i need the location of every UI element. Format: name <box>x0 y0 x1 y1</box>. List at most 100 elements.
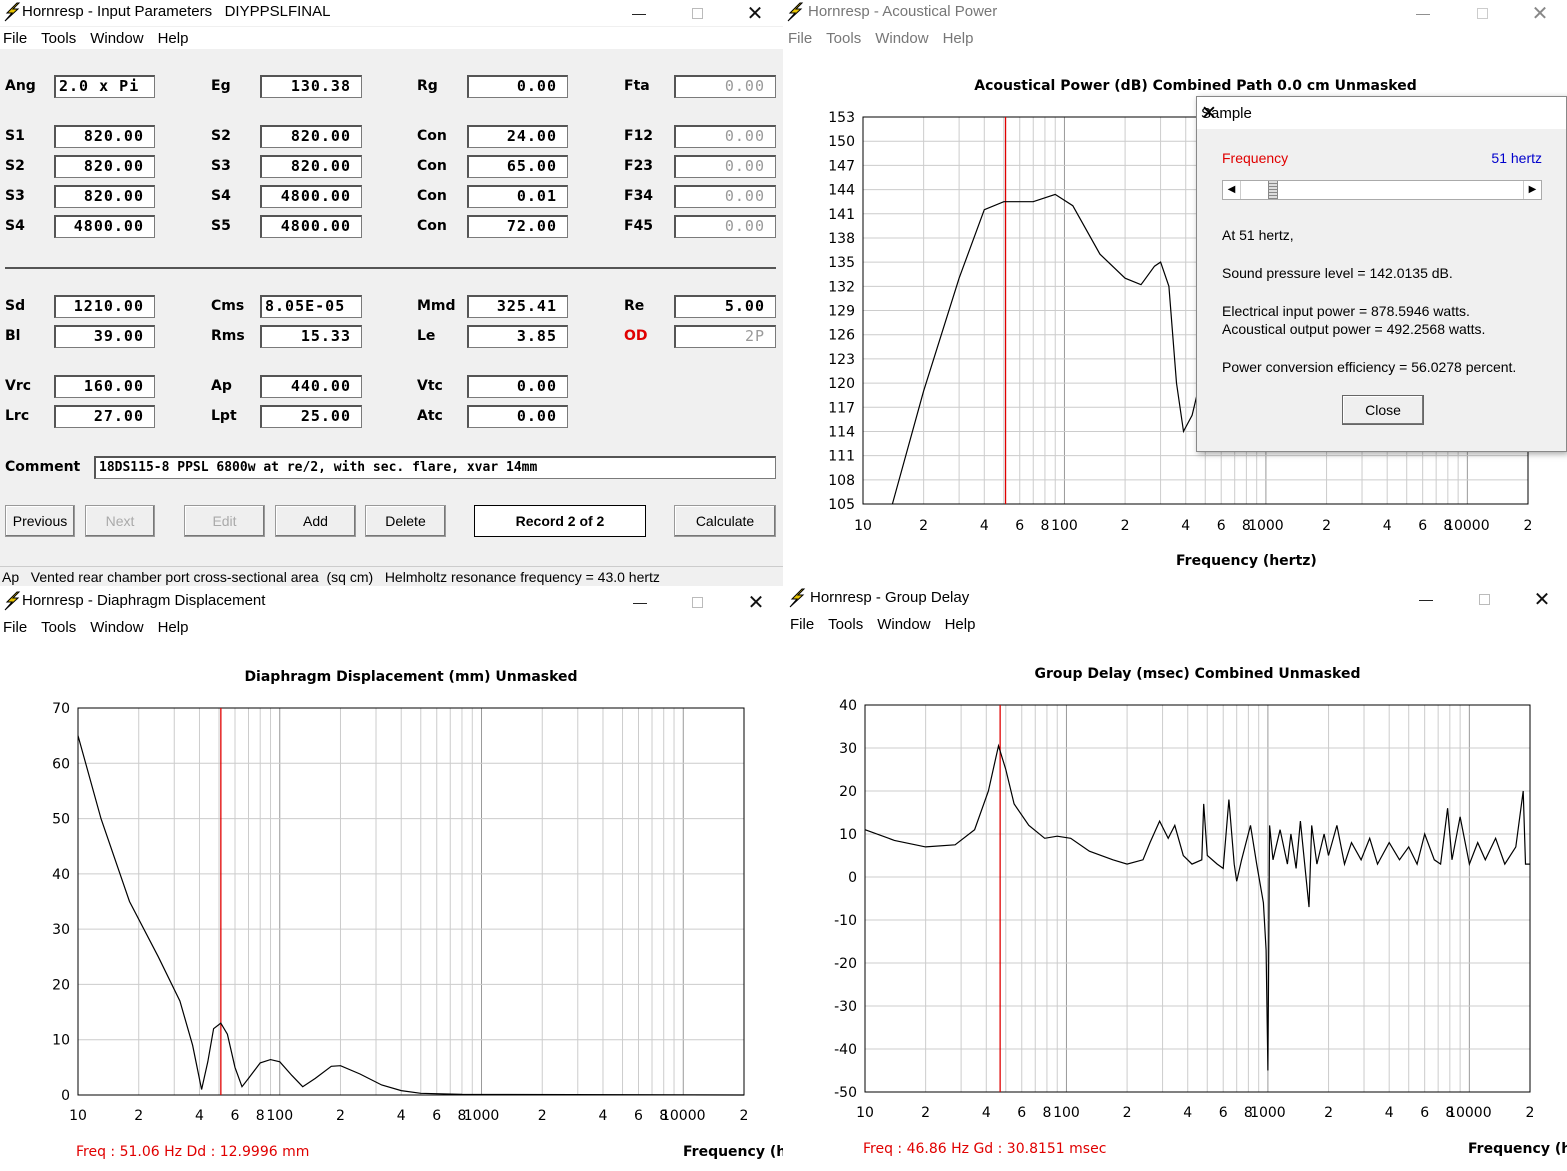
y-tick-label: 126 <box>828 328 855 344</box>
previous-button[interactable]: Previous <box>5 505 75 537</box>
field-con-1[interactable]: 24.00 <box>467 125 568 148</box>
field-s5[interactable]: 4800.00 <box>260 215 362 238</box>
field-s1[interactable]: 820.00 <box>54 125 155 148</box>
dialog-close-button[interactable]: Close <box>1342 395 1424 425</box>
field-s4-left[interactable]: 4800.00 <box>54 215 155 238</box>
field-ang[interactable]: 2.0 x Pi <box>54 75 155 98</box>
acoustical-power-chart[interactable]: Acoustical Power (dB) Combined Path 0.0 … <box>783 60 1567 586</box>
label-s3: S3 <box>211 158 231 174</box>
field-s2-left[interactable]: 820.00 <box>54 155 155 178</box>
maximize-button[interactable] <box>674 589 720 615</box>
delete-button[interactable]: Delete <box>365 505 446 537</box>
field-atc[interactable]: 0.00 <box>467 405 568 428</box>
menu-file[interactable]: File <box>790 616 815 633</box>
label-f34: F34 <box>624 188 654 204</box>
menu-tools[interactable]: Tools <box>828 616 864 633</box>
edit-button[interactable]: Edit <box>184 505 265 537</box>
field-f23[interactable]: 0.00 <box>674 155 776 178</box>
frequency-slider[interactable]: ◀ ▶ <box>1222 180 1542 200</box>
maximize-button[interactable] <box>674 0 720 26</box>
diaphragm-displacement-window: Hornresp - Diaphragm Displacement — ✕ Fi… <box>0 589 783 1171</box>
field-re[interactable]: 5.00 <box>674 295 776 318</box>
menu-window[interactable]: Window <box>90 619 144 636</box>
label-cms: Cms <box>211 298 245 314</box>
menu-window[interactable]: Window <box>90 30 144 47</box>
group-delay-chart[interactable]: Group Delay (msec) Combined Unmasked -50 -… <box>785 642 1567 1171</box>
field-s4[interactable]: 4800.00 <box>260 185 362 208</box>
dialog-close-icon[interactable]: ✕ <box>1201 103 1217 124</box>
field-sd[interactable]: 1210.00 <box>54 295 155 318</box>
maximize-button[interactable] <box>1459 0 1505 26</box>
menu-tools[interactable]: Tools <box>41 619 77 636</box>
field-fta[interactable]: 0.00 <box>674 75 776 98</box>
field-mmd[interactable]: 325.41 <box>467 295 568 318</box>
menu-window[interactable]: Window <box>877 616 931 633</box>
minimize-button[interactable]: — <box>632 5 646 21</box>
y-tick-label: -50 <box>834 1085 857 1101</box>
maximize-icon <box>1478 593 1490 605</box>
menu-file[interactable]: File <box>3 30 28 47</box>
y-tick-label: 40 <box>839 698 857 714</box>
menu-file[interactable]: File <box>3 619 28 636</box>
field-ap[interactable]: 440.00 <box>260 375 362 398</box>
menu-file[interactable]: File <box>788 30 813 47</box>
status-bar: Ap Vented rear chamber port cross-sectio… <box>0 566 783 586</box>
menu-tools[interactable]: Tools <box>41 30 77 47</box>
maximize-button[interactable] <box>1461 586 1507 612</box>
menu-help[interactable]: Help <box>157 619 189 636</box>
y-tick-label: 60 <box>52 756 70 772</box>
field-lpt[interactable]: 25.00 <box>260 405 362 428</box>
menu-help[interactable]: Help <box>942 30 974 47</box>
label-s3-left: S3 <box>5 188 25 204</box>
field-s2[interactable]: 820.00 <box>260 125 362 148</box>
field-bl[interactable]: 39.00 <box>54 325 155 348</box>
close-button[interactable]: ✕ <box>1533 588 1551 611</box>
field-vtc[interactable]: 0.00 <box>467 375 568 398</box>
menu-tools[interactable]: Tools <box>826 30 862 47</box>
close-button[interactable]: ✕ <box>746 2 764 25</box>
menu-help[interactable]: Help <box>944 616 976 633</box>
field-vrc[interactable]: 160.00 <box>54 375 155 398</box>
add-button[interactable]: Add <box>275 505 356 537</box>
field-le[interactable]: 3.85 <box>467 325 568 348</box>
x-tick-label: 8 <box>1445 1105 1454 1121</box>
label-vtc: Vtc <box>417 378 443 394</box>
x-tick-label: 4 <box>1183 1105 1192 1121</box>
calculate-button[interactable]: Calculate <box>674 505 776 537</box>
chart-title: Diaphragm Displacement (mm) Unmasked <box>244 669 577 685</box>
field-s3-left[interactable]: 820.00 <box>54 185 155 208</box>
field-cms[interactable]: 8.05E-05 <box>260 295 362 318</box>
field-f45[interactable]: 0.00 <box>674 215 776 238</box>
diaphragm-displacement-chart[interactable]: Diaphragm Displacement (mm) Unmasked 0 10 2… <box>0 645 783 1171</box>
slider-left-arrow[interactable]: ◀ <box>1223 181 1241 199</box>
y-tick-label: 147 <box>828 158 855 174</box>
next-button[interactable]: Next <box>85 505 155 537</box>
x-tick-label: 2 <box>1123 1105 1132 1121</box>
field-s3[interactable]: 820.00 <box>260 155 362 178</box>
x-tick-label: 6 <box>1217 518 1226 534</box>
hornresp-icon <box>4 2 21 22</box>
close-button[interactable]: ✕ <box>747 591 765 614</box>
field-eg[interactable]: 130.38 <box>260 75 362 98</box>
field-rg[interactable]: 0.00 <box>467 75 568 98</box>
field-con-4[interactable]: 72.00 <box>467 215 568 238</box>
field-con-2[interactable]: 65.00 <box>467 155 568 178</box>
minimize-button[interactable]: — <box>1416 5 1430 21</box>
minimize-button[interactable]: — <box>1419 591 1433 607</box>
menu-help[interactable]: Help <box>157 30 189 47</box>
slider-thumb[interactable] <box>1268 181 1279 199</box>
comment-field[interactable]: 18DS115-8 PPSL 6800w at re/2, with sec. … <box>94 456 776 479</box>
dialog-line-2: Sound pressure level = 142.0135 dB. <box>1222 265 1453 281</box>
field-od[interactable]: 2P <box>674 325 776 348</box>
minimize-button[interactable]: — <box>633 594 647 610</box>
field-rms[interactable]: 15.33 <box>260 325 362 348</box>
maximize-icon <box>691 7 703 19</box>
field-f12[interactable]: 0.00 <box>674 125 776 148</box>
field-con-3[interactable]: 0.01 <box>467 185 568 208</box>
label-f12: F12 <box>624 128 654 144</box>
field-f34[interactable]: 0.00 <box>674 185 776 208</box>
close-button[interactable]: ✕ <box>1531 2 1549 25</box>
menu-window[interactable]: Window <box>875 30 929 47</box>
field-lrc[interactable]: 27.00 <box>54 405 155 428</box>
slider-right-arrow[interactable]: ▶ <box>1523 181 1541 199</box>
